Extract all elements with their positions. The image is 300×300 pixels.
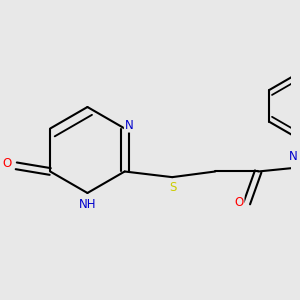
Text: NH: NH	[79, 198, 96, 211]
Text: N: N	[289, 150, 298, 163]
Text: N: N	[125, 118, 134, 132]
Text: O: O	[3, 157, 12, 170]
Text: O: O	[234, 196, 244, 208]
Text: S: S	[169, 181, 177, 194]
